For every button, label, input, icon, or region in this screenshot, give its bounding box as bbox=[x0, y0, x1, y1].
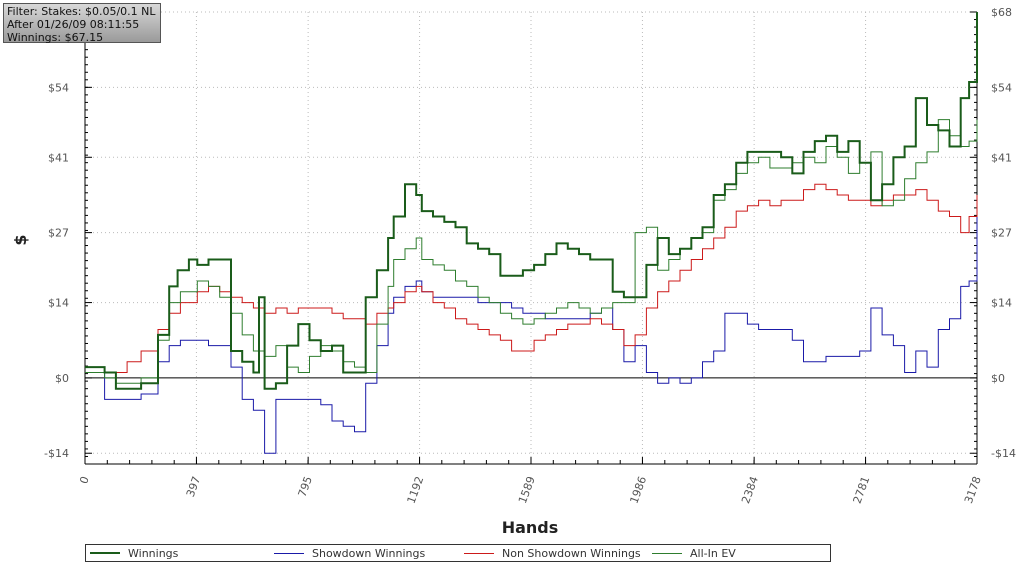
x-tick-label: 1986 bbox=[627, 475, 649, 506]
legend-swatch-winnings bbox=[90, 552, 120, 554]
allin-ev-line bbox=[85, 119, 978, 384]
filter-info-box: Filter: Stakes: $0.05/0.1 NL After 01/26… bbox=[3, 3, 161, 44]
legend-swatch-showdown bbox=[274, 552, 304, 554]
y-tick-label-left: -$14 bbox=[44, 447, 69, 460]
filter-stakes-text: Filter: Stakes: $0.05/0.1 NL bbox=[7, 5, 156, 18]
y-axis-title-left: $ bbox=[11, 234, 30, 245]
y-tick-label-right: $14 bbox=[991, 297, 1012, 310]
y-tick-label-left: $14 bbox=[48, 297, 69, 310]
y-tick-label-left: $41 bbox=[48, 151, 69, 164]
x-tick-label: 1589 bbox=[516, 475, 538, 506]
series-lines bbox=[85, 12, 978, 454]
winnings-line bbox=[85, 12, 978, 390]
legend-label-winnings: Winnings bbox=[128, 546, 179, 560]
x-tick-label: 0 bbox=[77, 475, 92, 486]
y-tick-label-left: $54 bbox=[48, 81, 69, 94]
legend-label-allin-ev: All-In EV bbox=[690, 546, 736, 560]
y-tick-label-left: $0 bbox=[55, 372, 69, 385]
x-tick-label: 2384 bbox=[739, 475, 761, 506]
x-tick-label: 1192 bbox=[405, 475, 427, 506]
legend-item-winnings[interactable]: Winnings bbox=[90, 546, 178, 560]
y-tick-label-left: $27 bbox=[48, 227, 69, 240]
y-tick-label-right: -$14 bbox=[991, 447, 1016, 460]
non-showdown-winnings-line bbox=[85, 183, 978, 373]
legend-label-non-showdown: Non Showdown Winnings bbox=[502, 546, 641, 560]
y-tick-label-right: $41 bbox=[991, 151, 1012, 164]
y-tick-label-right: $27 bbox=[991, 227, 1012, 240]
chart-legend: Winnings Showdown Winnings Non Showdown … bbox=[85, 544, 831, 562]
legend-item-non-showdown[interactable]: Non Showdown Winnings bbox=[464, 546, 641, 560]
x-tick-label: 795 bbox=[296, 475, 315, 499]
y-tick-label-right: $54 bbox=[991, 81, 1012, 94]
filter-winnings-text: Winnings: $67.15 bbox=[7, 31, 104, 44]
x-tick-label: 397 bbox=[184, 475, 203, 499]
y-tick-label-right: $0 bbox=[991, 372, 1005, 385]
filter-date-text: After 01/26/09 08:11:55 bbox=[7, 18, 140, 31]
y-tick-label-right: $68 bbox=[991, 6, 1012, 19]
legend-swatch-allin-ev bbox=[652, 552, 682, 554]
legend-item-allin-ev[interactable]: All-In EV bbox=[652, 546, 736, 560]
grid-lines bbox=[85, 11, 977, 464]
showdown-winnings-line bbox=[85, 205, 978, 454]
tick-labels: -$14-$14$0$0$14$14$27$27$41$41$54$54$68$… bbox=[44, 6, 1016, 505]
x-axis-title: Hands bbox=[502, 518, 559, 537]
x-tick-label: 2781 bbox=[851, 475, 873, 506]
legend-swatch-non-showdown bbox=[464, 552, 494, 554]
legend-item-showdown[interactable]: Showdown Winnings bbox=[274, 546, 425, 560]
x-tick-label: 3178 bbox=[962, 475, 984, 506]
legend-label-showdown: Showdown Winnings bbox=[312, 546, 426, 560]
